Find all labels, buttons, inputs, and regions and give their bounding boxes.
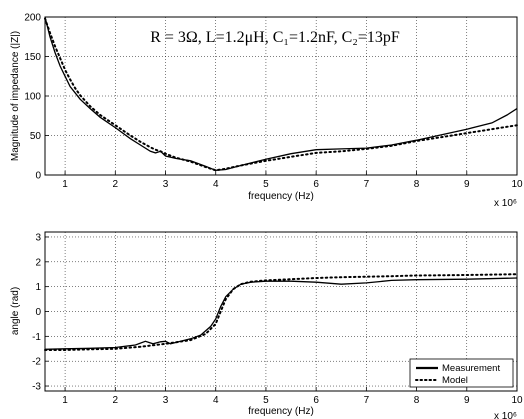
angle-xtick-label: 9 <box>464 395 470 406</box>
angle-xtick-label: 6 <box>313 395 319 406</box>
magnitude-series <box>44 16 518 172</box>
magnitude-xtick-label: 8 <box>414 179 420 190</box>
angle-xtick-label: 8 <box>414 395 420 406</box>
legend-box <box>409 358 514 388</box>
angle-ytick-label: 1 <box>35 282 41 293</box>
angle-ytick-label: 3 <box>35 232 41 243</box>
angle-xtick-label: 2 <box>113 395 119 406</box>
angle-ytick-label: -2 <box>32 357 41 368</box>
angle-ytick-label: -3 <box>32 382 41 393</box>
angle-ticks: 1 2 3 4 5 6 7 8 9 10 -3 -2 -1 0 1 2 3 <box>32 232 523 406</box>
magnitude-xtick-label: 5 <box>263 179 269 190</box>
magnitude-ytick-label: 150 <box>24 52 41 63</box>
angle-series-model-line <box>44 273 518 351</box>
magnitude-series-model-line <box>44 17 518 172</box>
angle-xtick-label: 5 <box>263 395 269 406</box>
magnitude-xtick-label: 6 <box>313 179 319 190</box>
magnitude-xlabel: frequency (Hz) <box>248 191 314 202</box>
angle-xlabel: frequency (Hz) <box>248 406 314 417</box>
angle-series <box>44 273 518 351</box>
legend: Measurement Model <box>409 358 514 388</box>
angle-xtick-label: 7 <box>364 395 370 406</box>
angle-ytick-label: 2 <box>35 257 41 268</box>
magnitude-xtick-label: 9 <box>464 179 470 190</box>
angle-xtick-label: 4 <box>213 395 219 406</box>
angle-ylabel: angle (rad) <box>10 287 21 335</box>
angle-xtick-label: 3 <box>163 395 169 406</box>
magnitude-title: R = 3Ω, L=1.2μH, C₁=1.2nF, C₂=13pF <box>150 29 400 46</box>
angle-ytick-label: -1 <box>32 332 41 343</box>
magnitude-x-multiplier: x 10⁶ <box>494 198 517 209</box>
angle-ytick-label: 0 <box>35 307 41 318</box>
legend-model-label: Model <box>442 375 468 386</box>
angle-xtick-label: 10 <box>511 395 523 406</box>
angle-series-measurement-line <box>44 277 518 350</box>
angle-x-multiplier: x 10⁶ <box>494 411 517 419</box>
magnitude-xtick-label: 10 <box>511 179 523 190</box>
magnitude-ylabel: Magnitude of impedance (|Z|) <box>10 31 21 161</box>
magnitude-xtick-label: 3 <box>163 179 169 190</box>
legend-measurement-label: Measurement <box>442 363 500 374</box>
angle-panel: 1 2 3 4 5 6 7 8 9 10 -3 -2 -1 0 1 2 3 frequency (Hz) ang… <box>10 231 523 419</box>
magnitude-xtick-label: 1 <box>62 179 68 190</box>
magnitude-xtick-label: 2 <box>113 179 119 190</box>
magnitude-ytick-label: 200 <box>24 13 41 24</box>
magnitude-ytick-label: 50 <box>30 131 42 142</box>
magnitude-ytick-label: 100 <box>24 92 41 103</box>
magnitude-ytick-label: 0 <box>35 171 41 182</box>
magnitude-xtick-label: 4 <box>213 179 219 190</box>
magnitude-xtick-label: 7 <box>364 179 370 190</box>
angle-xtick-label: 1 <box>62 395 68 406</box>
